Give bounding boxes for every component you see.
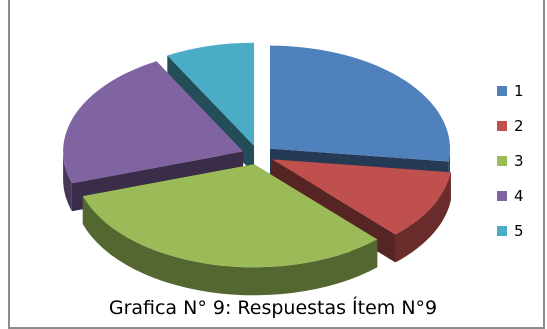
slice-top-4 <box>63 61 244 184</box>
chart-title: Grafica N° 9: Respuestas Ítem N°9 <box>109 296 437 319</box>
slice-rim-2-0 <box>395 172 451 263</box>
slice-rim-3-0 <box>82 196 378 296</box>
legend-label-3: 3 <box>514 152 524 170</box>
slice-top-2 <box>272 159 451 235</box>
pie-slices <box>63 42 451 296</box>
slice-top-5 <box>167 42 255 146</box>
pie-slice-4 <box>63 61 244 212</box>
legend-label-5: 5 <box>514 222 524 240</box>
legend-swatch-4 <box>497 191 507 201</box>
pie-slice-3 <box>82 164 378 296</box>
legend-label-1: 1 <box>514 82 524 100</box>
legend: 1 2 3 4 5 <box>497 82 524 240</box>
legend-swatch-5 <box>497 226 507 236</box>
legend-swatch-3 <box>497 156 507 166</box>
legend-label-4: 4 <box>514 187 524 205</box>
slice-top-3 <box>82 164 378 268</box>
legend-swatch-1 <box>497 86 507 96</box>
slice-top-1 <box>270 45 451 162</box>
legend-label-2: 2 <box>514 117 524 135</box>
slice-rim-4-0 <box>63 151 72 212</box>
legend-swatch-2 <box>497 121 507 131</box>
